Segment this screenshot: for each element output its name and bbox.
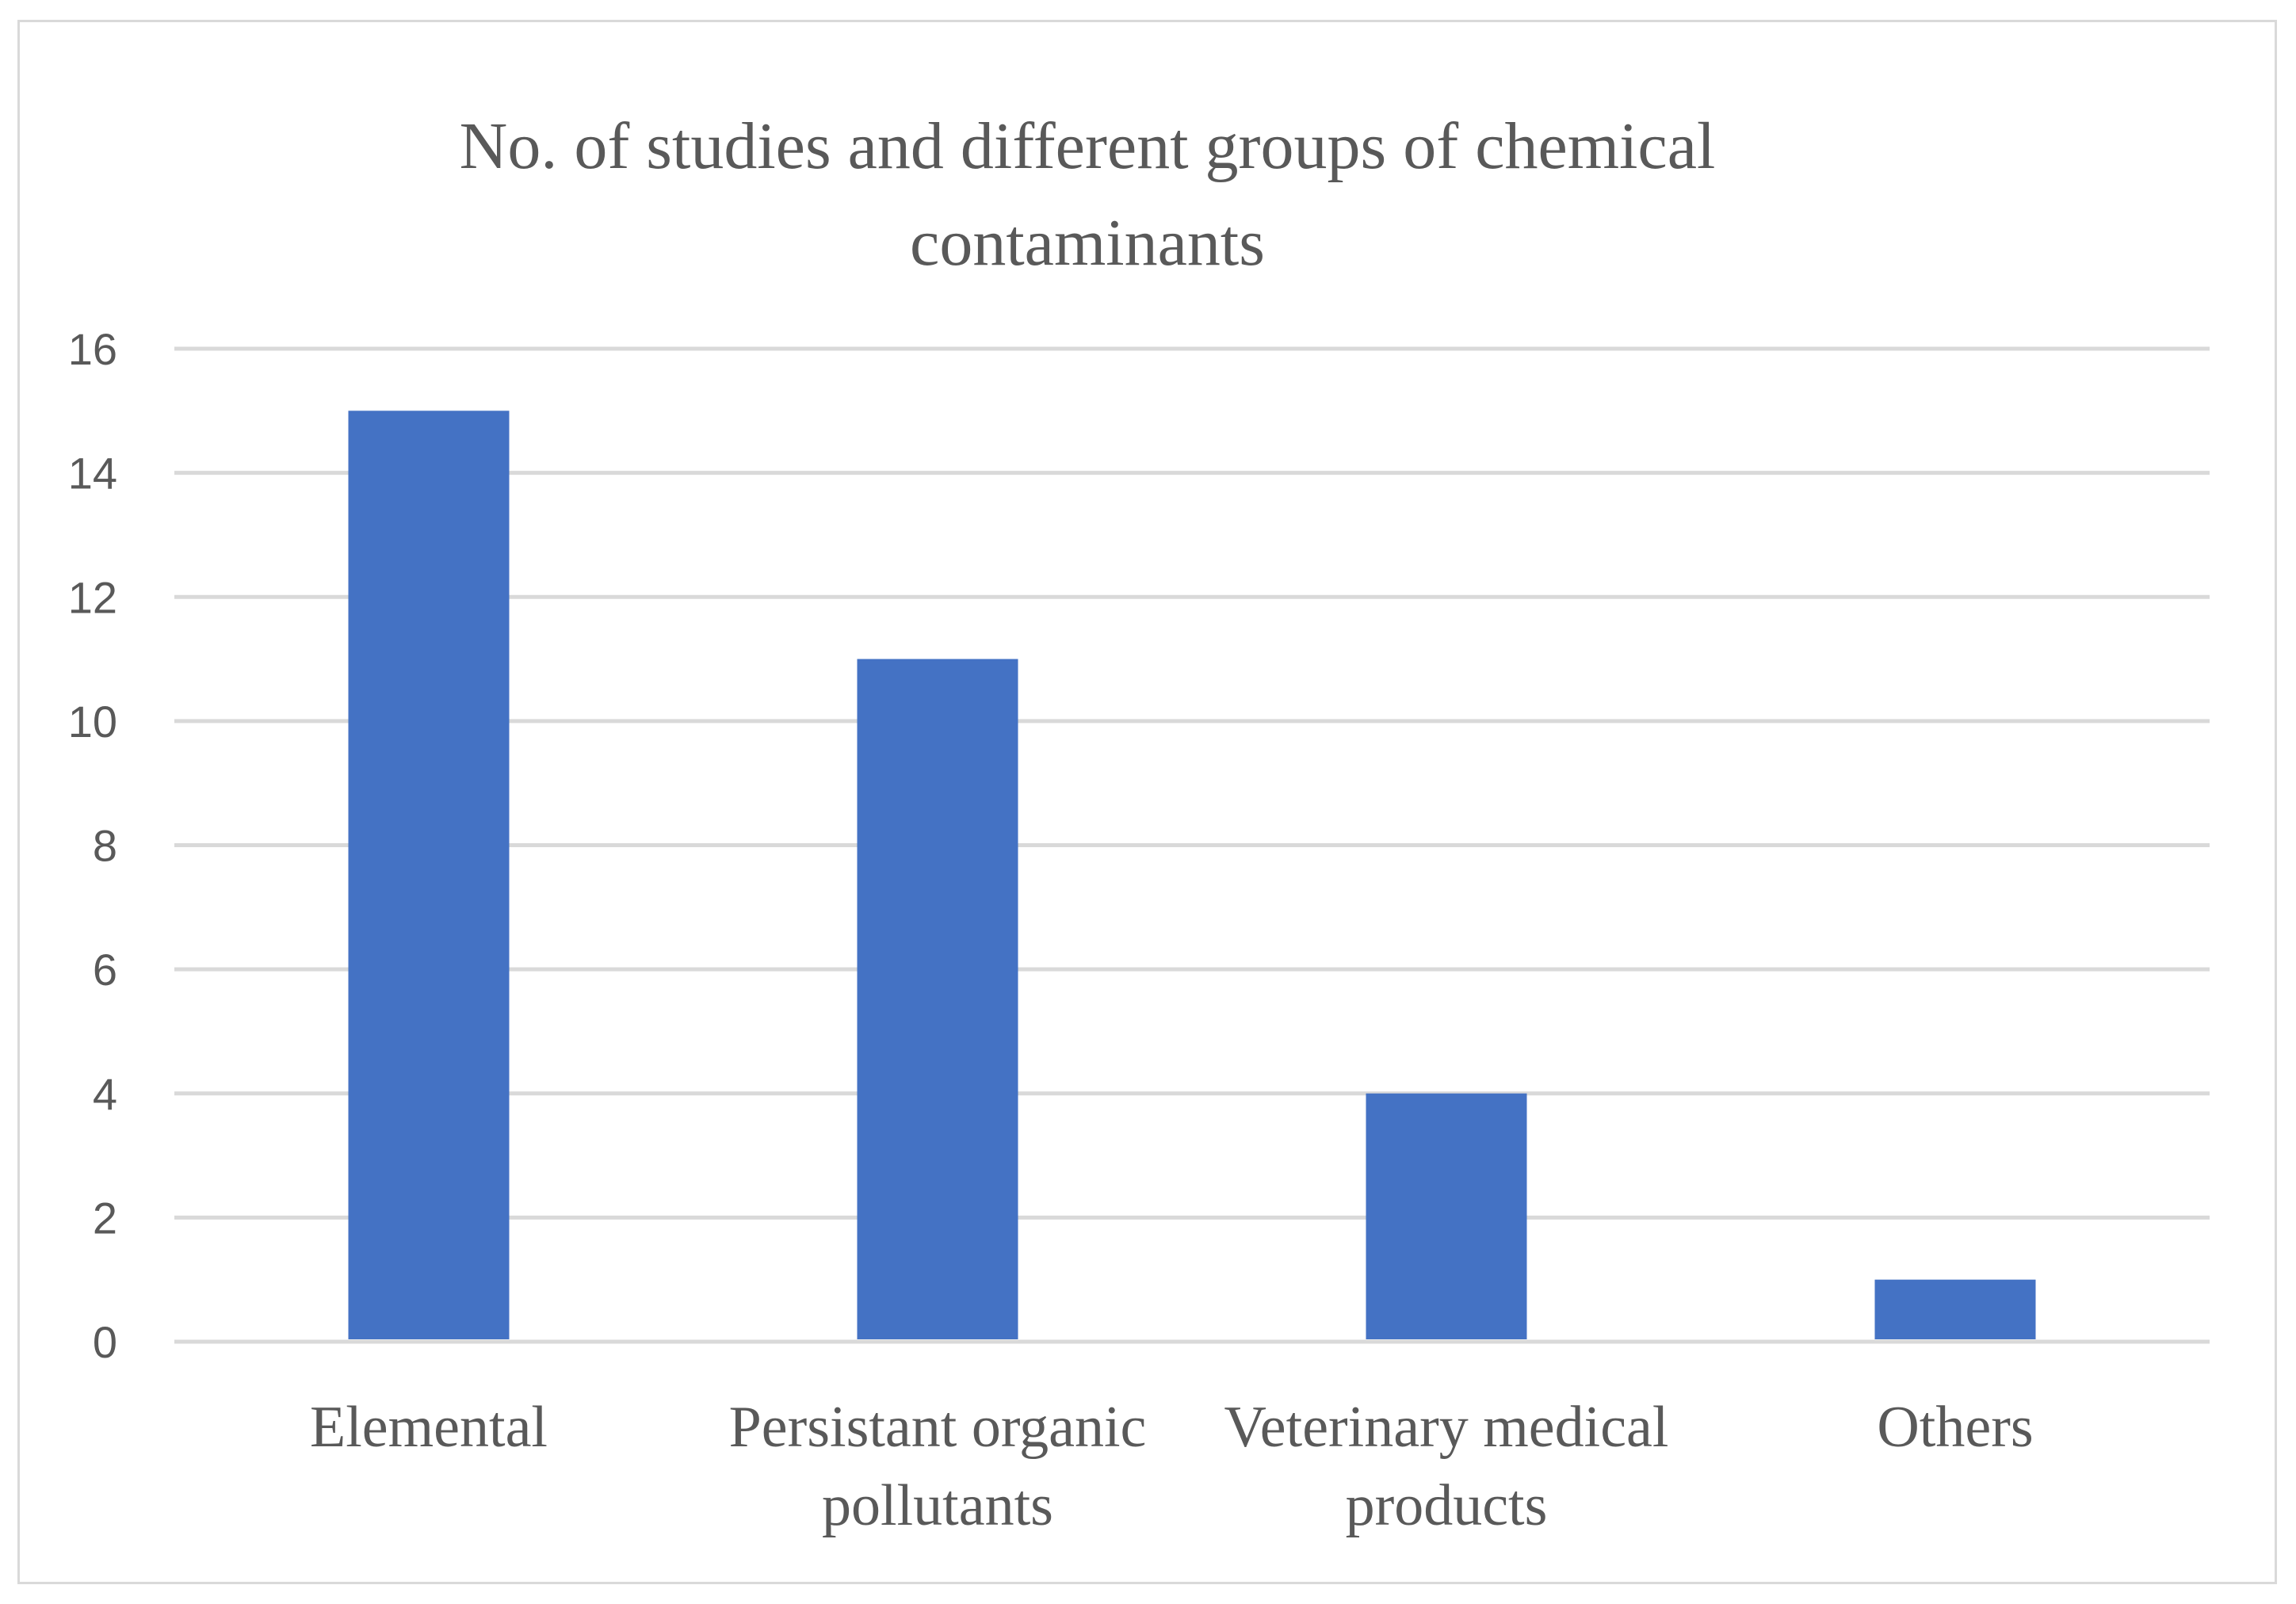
x-category-label: pollutants [822,1473,1053,1538]
y-tick-label: 12 [68,572,117,622]
bar [1366,1093,1527,1339]
x-category-label: products [1346,1473,1548,1538]
y-tick-label: 16 [68,324,117,374]
bars [348,411,2036,1339]
gridlines [174,346,2210,1344]
y-axis-ticks: 0 2 4 6 8 10 12 14 16 [68,324,117,1367]
bar [348,411,510,1339]
x-category-label: Persistant organic [729,1395,1147,1460]
x-category-label: Elemental [310,1395,548,1460]
y-tick-label: 4 [93,1069,117,1119]
bar [857,659,1018,1339]
y-tick-label: 2 [93,1193,117,1243]
y-tick-label: 0 [93,1317,117,1367]
chart-title: No. of studies and different groups of c… [460,109,1716,280]
y-tick-label: 10 [68,697,117,747]
x-axis-categories: Elemental Persistant organic pollutants Vet… [310,1395,2034,1538]
x-category-label: Veterinary medical [1224,1395,1669,1460]
chart-title-line: No. of studies and different groups of c… [460,109,1716,183]
y-tick-label: 6 [93,945,117,995]
x-category-label: Others [1877,1395,2033,1460]
chart-title-line: contaminants [910,206,1265,280]
y-tick-label: 14 [68,449,117,498]
y-tick-label: 8 [93,821,117,871]
bar [1874,1279,2036,1339]
